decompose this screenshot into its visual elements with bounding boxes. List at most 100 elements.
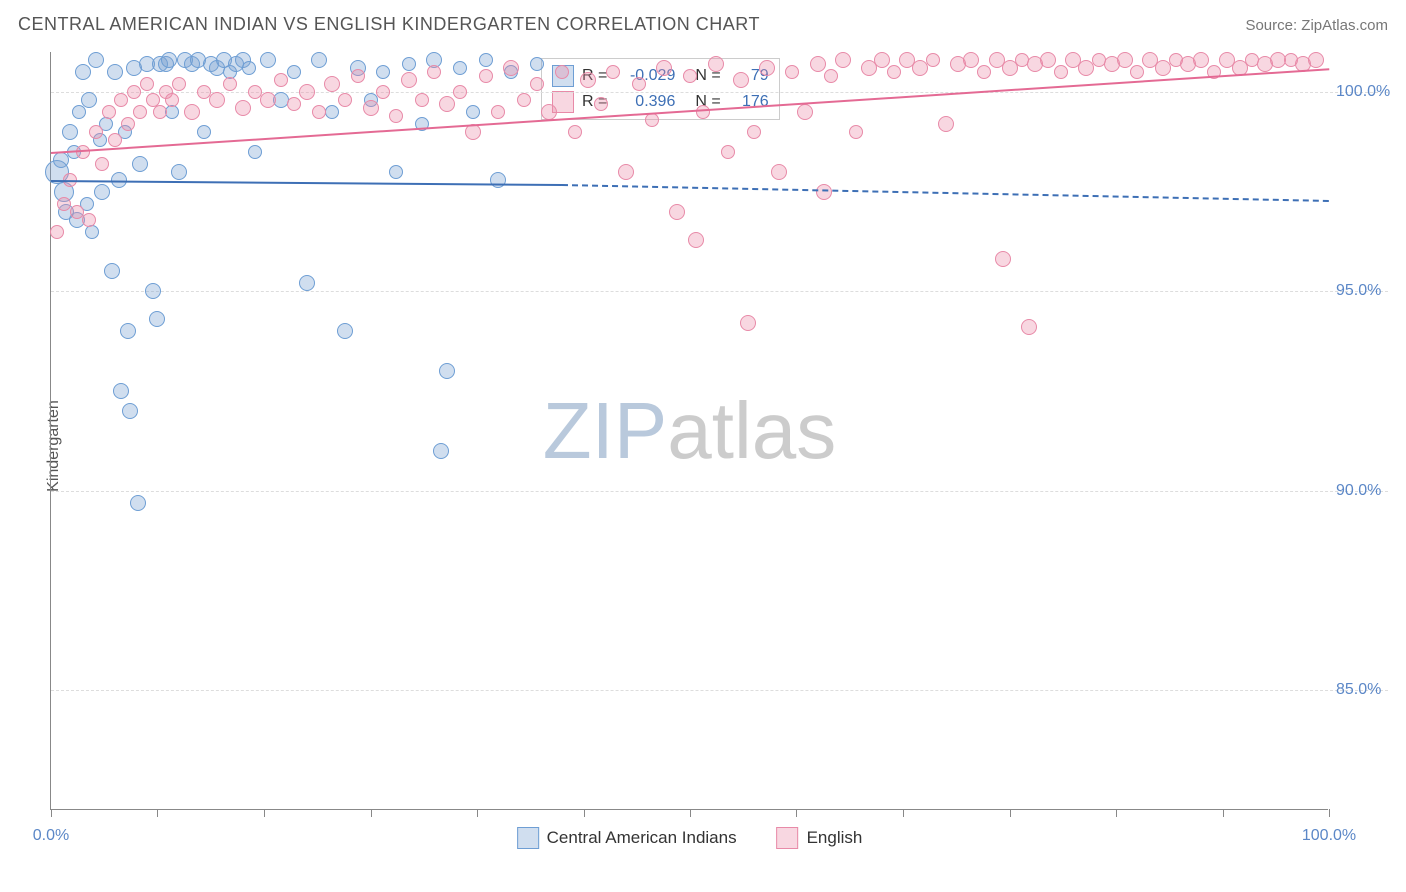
y-tick-label: 95.0% <box>1336 282 1400 300</box>
data-point <box>453 85 467 99</box>
data-point <box>466 105 480 119</box>
trend-line <box>51 180 562 186</box>
x-tick <box>51 809 52 817</box>
data-point <box>594 97 608 111</box>
data-point <box>824 69 838 83</box>
data-point <box>70 205 84 219</box>
data-point <box>133 105 147 119</box>
data-point <box>140 77 154 91</box>
data-point <box>149 311 165 327</box>
data-point <box>121 117 135 131</box>
header-row: CENTRAL AMERICAN INDIAN VS ENGLISH KINDE… <box>18 14 1388 35</box>
data-point <box>287 65 301 79</box>
x-tick <box>584 809 585 817</box>
data-point <box>517 93 531 107</box>
data-point <box>197 125 211 139</box>
data-point <box>209 92 225 108</box>
data-point <box>62 124 78 140</box>
data-point <box>287 97 301 111</box>
data-point <box>120 323 136 339</box>
trend-line <box>562 184 1329 202</box>
watermark: ZIPatlas <box>543 385 836 477</box>
legend-label: Central American Indians <box>547 828 737 848</box>
data-point <box>759 60 775 76</box>
data-point <box>433 443 449 459</box>
data-point <box>963 52 979 68</box>
data-point <box>849 125 863 139</box>
x-tick <box>903 809 904 817</box>
data-point <box>810 56 826 72</box>
gridline <box>51 291 1388 292</box>
data-point <box>88 52 104 68</box>
data-point <box>938 116 954 132</box>
data-point <box>95 157 109 171</box>
data-point <box>995 251 1011 267</box>
data-point <box>94 184 110 200</box>
data-point <box>708 56 724 72</box>
data-point <box>733 72 749 88</box>
data-point <box>161 52 177 68</box>
bottom-legend: Central American IndiansEnglish <box>517 827 863 849</box>
data-point <box>260 52 276 68</box>
data-point <box>415 93 429 107</box>
data-point <box>606 65 620 79</box>
data-point <box>108 133 122 147</box>
data-point <box>618 164 634 180</box>
legend-swatch <box>517 827 539 849</box>
data-point <box>299 275 315 291</box>
data-point <box>740 315 756 331</box>
data-point <box>580 72 596 88</box>
data-point <box>242 61 256 75</box>
data-point <box>274 73 288 87</box>
data-point <box>104 263 120 279</box>
data-point <box>57 197 71 211</box>
data-point <box>835 52 851 68</box>
data-point <box>453 61 467 75</box>
stat-n-value: 176 <box>729 89 769 115</box>
x-tick <box>264 809 265 817</box>
data-point <box>102 105 116 119</box>
data-point <box>530 57 544 71</box>
data-point <box>401 72 417 88</box>
chart-container: CENTRAL AMERICAN INDIAN VS ENGLISH KINDE… <box>0 0 1406 892</box>
data-point <box>338 93 352 107</box>
data-point <box>89 125 103 139</box>
data-point <box>248 145 262 159</box>
data-point <box>555 65 569 79</box>
data-point <box>1021 319 1037 335</box>
data-point <box>127 85 141 99</box>
data-point <box>75 64 91 80</box>
gridline <box>51 491 1388 492</box>
data-point <box>503 60 519 76</box>
x-tick <box>1329 809 1330 817</box>
x-tick-label: 100.0% <box>1302 827 1356 845</box>
data-point <box>312 105 326 119</box>
data-point <box>122 403 138 419</box>
data-point <box>260 92 276 108</box>
x-tick-label: 0.0% <box>33 827 69 845</box>
data-point <box>887 65 901 79</box>
data-point <box>427 65 441 79</box>
data-point <box>107 64 123 80</box>
data-point <box>688 232 704 248</box>
data-point <box>656 60 672 76</box>
data-point <box>299 84 315 100</box>
data-point <box>50 225 64 239</box>
gridline <box>51 690 1388 691</box>
data-point <box>977 65 991 79</box>
data-point <box>363 100 379 116</box>
data-point <box>541 104 557 120</box>
data-point <box>351 69 365 83</box>
chart-title: CENTRAL AMERICAN INDIAN VS ENGLISH KINDE… <box>18 14 760 35</box>
data-point <box>771 164 787 180</box>
x-tick <box>690 809 691 817</box>
data-point <box>1054 65 1068 79</box>
x-tick <box>1223 809 1224 817</box>
data-point <box>439 96 455 112</box>
data-point <box>1040 52 1056 68</box>
data-point <box>114 93 128 107</box>
data-point <box>324 76 340 92</box>
data-point <box>491 105 505 119</box>
data-point <box>530 77 544 91</box>
data-point <box>82 213 96 227</box>
